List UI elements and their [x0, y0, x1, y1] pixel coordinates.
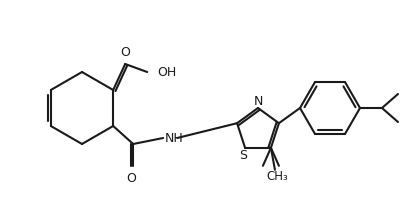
Text: N: N	[253, 95, 262, 108]
Text: CH₃: CH₃	[266, 170, 288, 183]
Text: OH: OH	[157, 66, 176, 79]
Text: S: S	[239, 149, 247, 162]
Text: NH: NH	[165, 132, 184, 145]
Text: O: O	[126, 172, 136, 185]
Text: O: O	[120, 46, 130, 59]
